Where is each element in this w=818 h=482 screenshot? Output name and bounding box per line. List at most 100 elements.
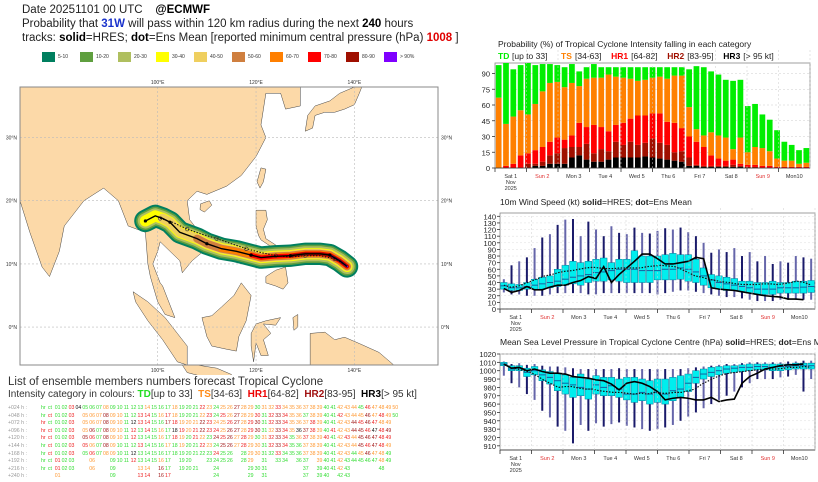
bar-hr1 [759, 165, 766, 168]
lead-time: +096 h : [8, 427, 27, 434]
member-number: 39 [316, 473, 323, 480]
legend-label: 20-30 [134, 54, 147, 60]
member-number: 44 [351, 473, 358, 481]
x-tick-label: Wed 5 [634, 456, 650, 462]
member-number: 34 [282, 412, 288, 419]
member-row: +240 h : hrct0102030405060708091011121314… [8, 473, 399, 481]
y-tick-label: 50 [488, 272, 496, 281]
member-number: 38 [309, 442, 316, 449]
dot-label: dot [131, 32, 149, 44]
member-number: 26 [227, 435, 233, 442]
member-number: 15 [151, 420, 158, 427]
member-number: 09 [109, 450, 116, 457]
member-number: 19 [178, 450, 185, 457]
member-number: 36 [295, 435, 302, 442]
member-number: 07 [96, 427, 102, 434]
member-number: 07 [96, 420, 102, 427]
member-number: 17 [165, 465, 171, 472]
member-number: 30 [254, 405, 261, 411]
member-number: 47 [371, 420, 378, 427]
member-number: 18 [171, 427, 178, 434]
member-number: 15 [151, 450, 158, 457]
member-number: 40 [323, 427, 330, 434]
y-tick-label: 20 [488, 292, 496, 301]
member-number: 10 [116, 458, 123, 465]
bar-hr1 [561, 139, 568, 149]
member-number: 12 [130, 450, 137, 457]
bar-hr2 [539, 161, 546, 166]
member-number: 34 [282, 473, 289, 481]
latitude-label-right: 30°N [441, 136, 453, 142]
legend-label: > 90% [400, 54, 415, 60]
member-number: 26 [227, 450, 233, 457]
member-number: 07 [96, 442, 102, 449]
iqr-box [600, 257, 608, 282]
bar-ts [737, 137, 744, 164]
bar-hr1 [796, 166, 802, 168]
hres-track-point [328, 253, 332, 257]
member-number: 03 [69, 473, 76, 481]
member-number: 32 [268, 466, 275, 474]
member-number: 16 [158, 473, 164, 480]
bar-hr2 [627, 141, 634, 158]
iqr-box [607, 262, 615, 281]
member-number: 03 [68, 435, 75, 442]
ens-mean-track-point [185, 227, 190, 232]
bar-hr2 [547, 155, 553, 164]
lead-time: +120 h : [8, 435, 27, 442]
bar-hr3 [583, 159, 590, 168]
iqr-box [776, 363, 785, 371]
member-number: 39 [316, 405, 323, 411]
member-number: 30 [254, 435, 261, 442]
member-number: 45 [357, 458, 364, 465]
bar-td [730, 80, 736, 150]
member-number: 10 [116, 427, 123, 434]
member-number: 25 [220, 405, 226, 411]
member-number: 35 [289, 405, 295, 411]
legend-item: 80-90 [346, 52, 384, 62]
legend-td-range: [up to 33] [512, 51, 547, 61]
bar-hr2 [642, 142, 649, 157]
y-tick-label: 100 [483, 239, 496, 248]
bar-hr2 [730, 164, 736, 167]
hres-line [503, 253, 804, 301]
bar-hr3 [722, 166, 729, 168]
member-number: 17 [165, 412, 171, 419]
member-number: 01 [54, 450, 61, 457]
member-number: 46 [365, 473, 372, 481]
member-number: 42 [337, 473, 344, 480]
member-number: 42 [337, 458, 344, 465]
member-number: 23 [206, 435, 213, 442]
member-number: 04 [75, 466, 82, 474]
iqr-box [661, 254, 669, 281]
bar-td [759, 114, 766, 149]
java [181, 364, 232, 375]
y-tick-label: 15 [482, 148, 490, 157]
bar-td [605, 67, 612, 75]
member-number: 15 [151, 458, 158, 465]
member-number: 09 [109, 442, 116, 449]
bar-ts [678, 75, 685, 129]
member-number: 13 [137, 465, 144, 472]
member-number: 50 [392, 435, 399, 443]
bar-ts [759, 148, 766, 166]
member-number: 02 [61, 465, 68, 472]
x-tick-label: Nov [511, 321, 521, 327]
longitude-label-bottom: 140°E [348, 368, 362, 374]
member-number: 43 [344, 435, 350, 442]
bar-td [671, 67, 678, 76]
bar-td [525, 63, 531, 115]
bar-hr3 [532, 165, 539, 168]
member-number: 27 [233, 420, 240, 427]
member-number: ct [48, 473, 55, 481]
iqr-box [577, 373, 585, 396]
member-number: 37 [302, 412, 309, 419]
bar-hr1 [678, 128, 685, 152]
y-tick-label: 990 [483, 375, 496, 384]
bar-hr2 [678, 151, 685, 162]
member-number: 36 [295, 420, 302, 427]
y-tick-label: 70 [488, 259, 496, 268]
bar-hr3 [737, 166, 744, 168]
bar-td [532, 65, 539, 104]
member-number: 31 [261, 435, 268, 442]
